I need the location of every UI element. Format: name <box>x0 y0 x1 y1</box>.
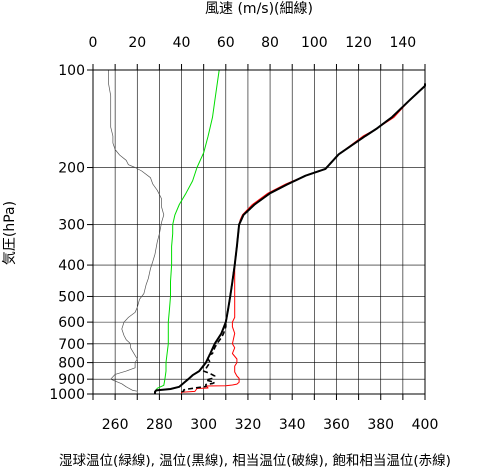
y-tick-label: 600 <box>58 315 85 331</box>
series-line-wind <box>108 70 165 394</box>
plot-frame <box>92 69 426 395</box>
top-tick-label: 0 <box>89 35 98 51</box>
x-axis-title: 湿球温位(緑線), 温位(黒線), 相当温位(破線), 飽和相当温位(赤線) <box>59 453 451 469</box>
y-tick-label: 500 <box>58 289 85 305</box>
series-line-red <box>181 83 426 394</box>
x-tick-label: 260 <box>102 417 129 433</box>
y-tick-label: 800 <box>58 356 85 372</box>
top-tick-label: 40 <box>173 35 191 51</box>
x-tick-label: 320 <box>235 417 262 433</box>
x-tick-label: 400 <box>412 417 439 433</box>
top-tick-label: 60 <box>217 35 235 51</box>
top-tick-label: 20 <box>128 35 146 51</box>
x-tick-label: 280 <box>146 417 173 433</box>
top-tick-label: 120 <box>345 35 372 51</box>
top-tick-label: 80 <box>261 35 279 51</box>
series-layer <box>108 69 426 394</box>
x-tick-label: 340 <box>279 417 306 433</box>
y-tick-label: 700 <box>58 337 85 353</box>
series-line-green <box>155 69 220 391</box>
wind-axis-title: 風速 (m/s)(細線) <box>205 1 313 17</box>
y-tick-label: 400 <box>58 258 85 274</box>
top-tick-label: 100 <box>301 35 328 51</box>
y-tick-label: 300 <box>58 218 85 234</box>
y-tick-label: 1000 <box>49 387 85 403</box>
x-tick-label: 360 <box>323 417 350 433</box>
x-tick-label: 380 <box>367 417 394 433</box>
x-tick-label: 300 <box>190 417 217 433</box>
y-tick-label: 100 <box>58 63 85 79</box>
y-tick-label: 200 <box>58 161 85 177</box>
y-tick-label: 900 <box>58 372 85 388</box>
grid <box>93 69 425 395</box>
top-tick-label: 140 <box>389 35 416 51</box>
y-axis-title: 気圧(hPa) <box>2 201 18 265</box>
series-line-black <box>154 83 426 394</box>
series-line-dash <box>181 83 426 393</box>
